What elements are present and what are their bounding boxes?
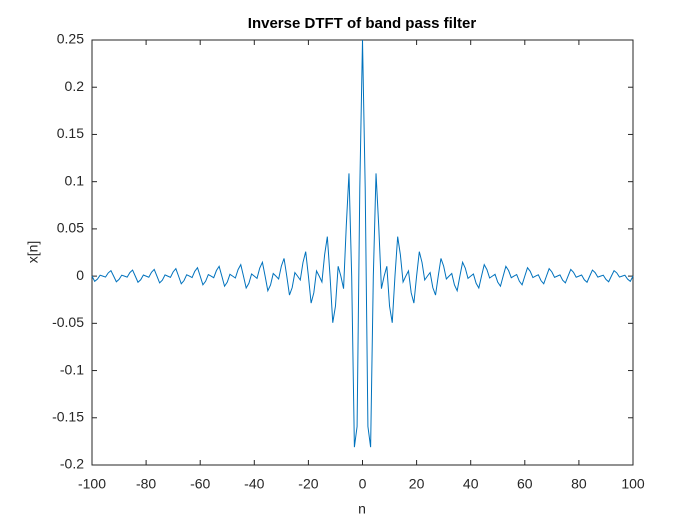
y-tick-label: -0.05 (52, 314, 84, 330)
x-axis-label: n (358, 501, 366, 517)
y-tick-label: -0.2 (60, 456, 84, 472)
y-tick-label: 0.15 (57, 125, 84, 141)
x-tick-label: 0 (359, 476, 367, 492)
x-tick-label: -20 (298, 476, 318, 492)
plot-box (91, 39, 634, 466)
x-tick-label: -80 (136, 476, 156, 492)
x-tick-label: -60 (190, 476, 210, 492)
y-tick-label: 0.1 (65, 172, 85, 188)
y-tick-label: 0.25 (57, 31, 84, 47)
data-line (91, 39, 634, 448)
x-tick-label: 40 (463, 476, 479, 492)
y-axis-label: x[n] (25, 241, 41, 264)
chart-title: Inverse DTFT of band pass filter (248, 15, 477, 32)
x-tick-label: -40 (244, 476, 264, 492)
x-tick-label: 60 (517, 476, 533, 492)
y-tick-label: -0.1 (60, 361, 84, 377)
x-tick-label: 80 (571, 476, 587, 492)
y-tick-label: 0.05 (57, 220, 84, 236)
x-tick-label: 100 (621, 476, 645, 492)
x-tick-label: 20 (409, 476, 425, 492)
y-tick-label: -0.15 (52, 408, 84, 424)
x-tick-label: -100 (78, 476, 106, 492)
y-tick-label: 0 (76, 267, 84, 283)
y-tick-label: 0.2 (65, 78, 85, 94)
